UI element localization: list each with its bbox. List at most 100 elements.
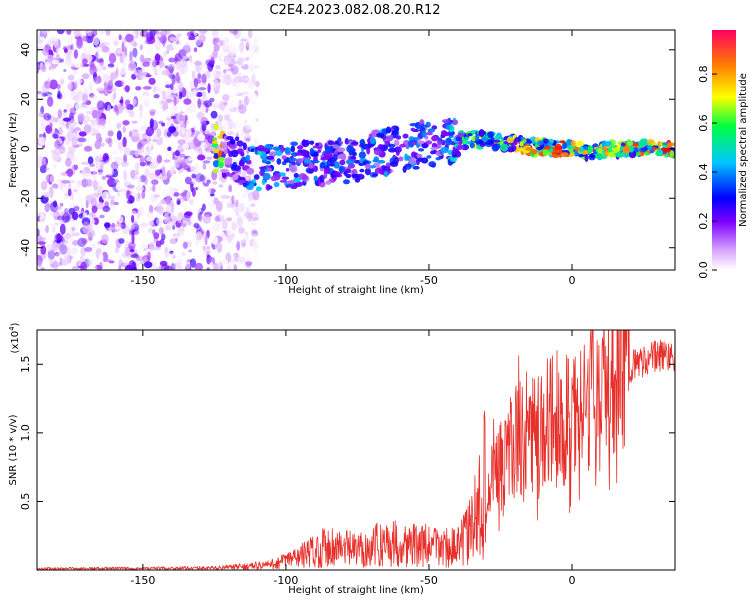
spectrogram-ridge-blob <box>223 148 228 155</box>
spectrogram-ridge-blob <box>343 170 348 176</box>
spectrogram-noise-blob <box>131 135 140 143</box>
spectrogram-noise-blob <box>106 178 113 186</box>
spectrogram-ridge-blob <box>238 160 245 167</box>
spectrogram-noise-blob <box>212 222 219 227</box>
spectrogram-noise-blob <box>105 30 111 36</box>
spectrogram-noise-blob <box>238 72 243 84</box>
spectrogram-noise-blob <box>82 93 89 104</box>
spectrogram-noise-blob <box>68 236 73 247</box>
spectrogram-noise-blob <box>152 159 157 166</box>
spectrogram-noise-blob <box>220 77 227 85</box>
spectrogram-noise-blob <box>172 40 177 49</box>
spectrogram-noise-blob <box>179 67 185 76</box>
spectrogram-noise-blob <box>109 195 116 200</box>
spectrogram-noise-blob <box>96 100 105 111</box>
spectrogram-noise-blob <box>186 190 191 202</box>
spectrogram-noise-blob <box>107 79 113 91</box>
spectrogram-noise-blob <box>179 161 188 168</box>
spectrogram-noise-blob <box>223 252 229 258</box>
spectrogram-noise-blob <box>238 42 245 53</box>
spectrogram-ridge-blob <box>393 139 400 146</box>
spectrogram-noise-blob <box>89 163 95 168</box>
x-tick-label: 0 <box>569 274 576 287</box>
spectrogram-noise-blob <box>161 122 166 127</box>
spectrogram-noise-blob <box>146 135 151 142</box>
x-tick-label: -150 <box>130 274 155 287</box>
spectrogram-noise-blob <box>102 66 106 71</box>
spectrogram-noise-blob <box>114 238 119 245</box>
spectrogram-noise-blob <box>50 263 54 268</box>
spectrogram-ridge-blob <box>217 156 225 162</box>
spectrogram-noise-blob <box>85 194 94 204</box>
spectrogram-noise-blob <box>55 234 64 240</box>
spectrogram-noise-blob <box>71 247 78 255</box>
spectrogram-ridge-blob <box>312 145 319 149</box>
spectrogram-ridge-blob <box>257 145 265 152</box>
spectrogram-noise-blob <box>221 107 225 112</box>
x-tick-label: -50 <box>420 274 438 287</box>
spectrogram-noise-blob <box>96 209 105 220</box>
spectrogram-ridge-blob <box>607 151 616 158</box>
spectrogram-noise-blob <box>199 174 206 182</box>
spectrogram-noise-blob <box>127 74 132 85</box>
spectrogram-noise-blob <box>59 223 66 235</box>
spectrogram-noise-blob <box>79 197 84 208</box>
spectrogram-noise-blob <box>81 217 91 226</box>
spectrogram-noise-blob <box>70 43 74 51</box>
spectrogram-ridge-blob <box>212 160 220 168</box>
spectrogram-noise-blob <box>236 217 244 228</box>
spectrogram-noise-blob <box>82 73 90 80</box>
spectrogram-noise-blob <box>61 162 64 174</box>
spectrogram-noise-blob <box>71 232 81 237</box>
spectrogram-ridge-blob <box>418 148 425 152</box>
spectrogram-noise-blob <box>255 207 259 211</box>
spectrogram-noise-blob <box>159 264 163 270</box>
spectrogram-noise-blob <box>61 180 71 184</box>
spectrogram-frame <box>36 29 676 271</box>
colorbar-tick-label: 0.6 <box>697 114 710 131</box>
spectrogram-noise-blob <box>227 112 233 119</box>
spectrogram-noise-blob <box>165 204 174 213</box>
spectrogram-noise-blob <box>139 54 145 63</box>
spectrogram-noise-blob <box>89 111 93 115</box>
spectrogram-noise-blob <box>142 61 150 67</box>
spectrogram-ridge-blob <box>384 140 391 146</box>
spectrogram-noise-blob <box>71 211 79 221</box>
spectrogram-noise-blob <box>54 140 61 149</box>
snr-x-ticks: -150 -100 -50 0 <box>130 330 576 587</box>
spectrogram-noise-blob <box>202 245 207 251</box>
spectrogram-noise-blob <box>162 34 166 45</box>
spectrogram-noise-blob <box>167 146 172 151</box>
spectrogram-noise-blob <box>139 44 143 51</box>
spectrogram-ridge-blob <box>213 123 219 131</box>
spectrogram-noise-blob <box>182 45 191 53</box>
spectrogram-ridge-blob <box>324 146 332 153</box>
spectrogram-noise-blob <box>189 80 195 89</box>
spectrogram-ridge-blob <box>664 147 671 152</box>
spectrogram-noise-blob <box>37 241 46 245</box>
spectrogram-noise-blob <box>234 120 244 128</box>
spectrogram-ridge-blob <box>211 140 219 144</box>
spectrogram-ridge-blob <box>519 141 524 147</box>
spectrogram-ridge-blob <box>293 172 299 179</box>
spectrogram-noise-blob <box>151 179 159 185</box>
spectrogram-noise-blob <box>145 211 154 219</box>
spectrogram-noise-blob <box>232 30 238 36</box>
spectrogram-noise-blob <box>134 204 142 209</box>
spectrogram-noise-blob <box>93 265 98 270</box>
spectrogram-noise-blob <box>197 86 206 93</box>
spectrogram-noise-blob <box>51 33 60 42</box>
spectrogram-noise-blob <box>140 125 148 131</box>
spectrogram-noise-blob <box>109 204 116 210</box>
spectrogram-ridge-blob <box>471 137 476 142</box>
spectrogram-noise-blob <box>131 175 139 180</box>
spectrogram-ridge-blob <box>467 133 473 137</box>
spectrogram-noise-blob <box>166 131 172 137</box>
spectrogram-noise-blob <box>76 136 85 142</box>
spectrogram-ridge-blob <box>440 146 449 154</box>
spectrogram-noise-blob <box>223 37 230 45</box>
spectrogram-noise-blob <box>58 126 63 136</box>
spectrogram-noise-blob <box>52 183 59 190</box>
spectrogram-noise-blob <box>166 49 170 55</box>
spectrogram-noise-blob <box>98 64 105 73</box>
